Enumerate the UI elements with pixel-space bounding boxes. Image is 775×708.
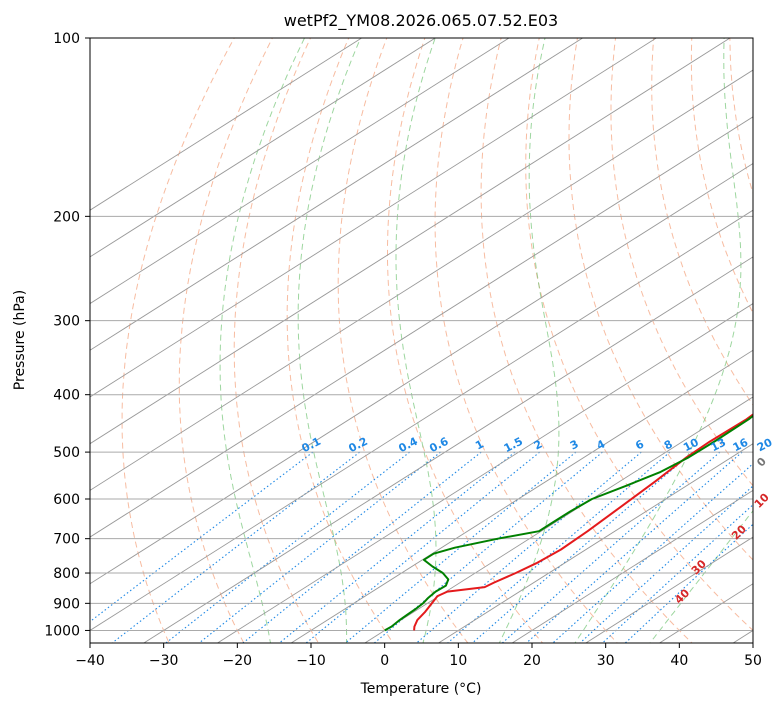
- isotherm-line: [364, 396, 753, 643]
- isotherms: [90, 38, 753, 643]
- y-tick-label: 400: [53, 388, 80, 404]
- isotherm-line: [585, 536, 753, 643]
- y-axis-ticks: 100 200 300 400 500 600 700 800 900 1000: [44, 31, 90, 639]
- isotherm-line: [90, 162, 753, 585]
- mixing-ratio-line: [165, 451, 411, 643]
- mixing-ratio-line: [373, 451, 603, 643]
- temperature-profile-line: [413, 413, 753, 631]
- dry-adiabat-line: [178, 38, 273, 643]
- x-tick-label: −10: [296, 653, 326, 669]
- mixing-ratio-line: [579, 485, 753, 643]
- dry-adiabat-line: [387, 38, 544, 643]
- y-tick-label: 500: [53, 445, 80, 461]
- mixing-ratio-line: [501, 451, 721, 643]
- mixing-ratio-line: [90, 451, 314, 623]
- isotherm-line: [90, 209, 753, 631]
- isotherm-line: [290, 349, 753, 643]
- dry-adiabat-line: [690, 38, 753, 315]
- dry-adiabat-line: [651, 38, 753, 406]
- y-tick-label: 600: [53, 492, 80, 508]
- pressure-gridlines: [90, 38, 753, 631]
- dry-adiabat-line: [286, 38, 394, 643]
- isotherm-line: [437, 443, 753, 643]
- isotherm-line: [143, 256, 753, 643]
- mixing-ratio-line: [278, 451, 516, 643]
- x-tick-label: 20: [523, 653, 541, 669]
- sounding-profiles: [384, 413, 753, 632]
- x-tick-label: −20: [223, 653, 253, 669]
- y-axis-title: Pressure (hPa): [12, 290, 28, 390]
- dewpoint-profile-line: [384, 414, 753, 632]
- x-tick-label: −40: [75, 653, 105, 669]
- mixing-ratio-line: [305, 451, 541, 643]
- isotherm-line: [90, 38, 658, 398]
- dry-adiabats: [121, 38, 753, 643]
- x-tick-label: 50: [744, 653, 762, 669]
- mixing-ratio-line: [446, 451, 671, 643]
- y-tick-label: 100: [53, 31, 80, 47]
- chart-title: wetPf2_YM08.2026.065.07.52.E03: [284, 11, 558, 31]
- isotherm-line: [90, 38, 363, 211]
- mixing-ratio-label: 13: [709, 436, 729, 455]
- dry-adiabat-line: [525, 38, 753, 632]
- y-tick-label: 800: [53, 566, 80, 582]
- mixing-ratio-lines: [90, 451, 753, 643]
- moist-adiabat-label: -10: [772, 419, 775, 442]
- isotherm-line: [90, 116, 753, 538]
- dry-adiabat-line: [610, 38, 753, 487]
- x-tick-label: 40: [670, 653, 688, 669]
- dry-adiabat-line: [434, 38, 618, 643]
- mixing-ratio-line: [552, 463, 753, 643]
- mixing-ratio-line: [344, 451, 577, 643]
- mixing-ratio-label: 10: [681, 436, 701, 455]
- mixing-ratio-label: 16: [731, 436, 751, 455]
- x-tick-label: 30: [597, 653, 615, 669]
- isotherm-line: [90, 38, 584, 351]
- x-axis-ticks: −40 −30 −20 −10 0 10 20 30 40 50: [75, 643, 762, 669]
- dry-adiabat-line: [233, 38, 320, 643]
- moist-adiabat-line: [297, 38, 362, 643]
- dry-adiabat-line: [729, 38, 753, 195]
- mixing-ratio-line: [415, 451, 642, 643]
- isotherm-line: [511, 489, 753, 643]
- isotherm-line: [90, 38, 510, 305]
- dry-adiabat-line: [568, 38, 753, 561]
- isotherm-line: [90, 69, 753, 491]
- y-tick-label: 300: [53, 314, 80, 330]
- mixing-ratio-line: [198, 451, 441, 643]
- x-tick-label: −30: [149, 653, 179, 669]
- y-tick-label: 700: [53, 532, 80, 548]
- y-tick-label: 900: [53, 596, 80, 612]
- plot-frame: [89, 37, 754, 644]
- dry-adiabat-line: [337, 38, 469, 643]
- y-tick-label: 200: [53, 209, 80, 225]
- moist-adiabat-line: [395, 38, 437, 643]
- isotherm-line: [90, 38, 437, 258]
- x-axis-title: Temperature (°C): [360, 681, 482, 697]
- moist-adiabat-line: [649, 509, 753, 643]
- y-tick-label: 1000: [44, 623, 80, 639]
- mixing-ratio-label: 20: [755, 436, 775, 455]
- mixing-ratio-line: [111, 451, 361, 643]
- isotherm-line: [90, 38, 731, 445]
- isotherm-line: [216, 303, 753, 643]
- x-tick-label: 0: [380, 653, 389, 669]
- x-tick-label: 10: [449, 653, 467, 669]
